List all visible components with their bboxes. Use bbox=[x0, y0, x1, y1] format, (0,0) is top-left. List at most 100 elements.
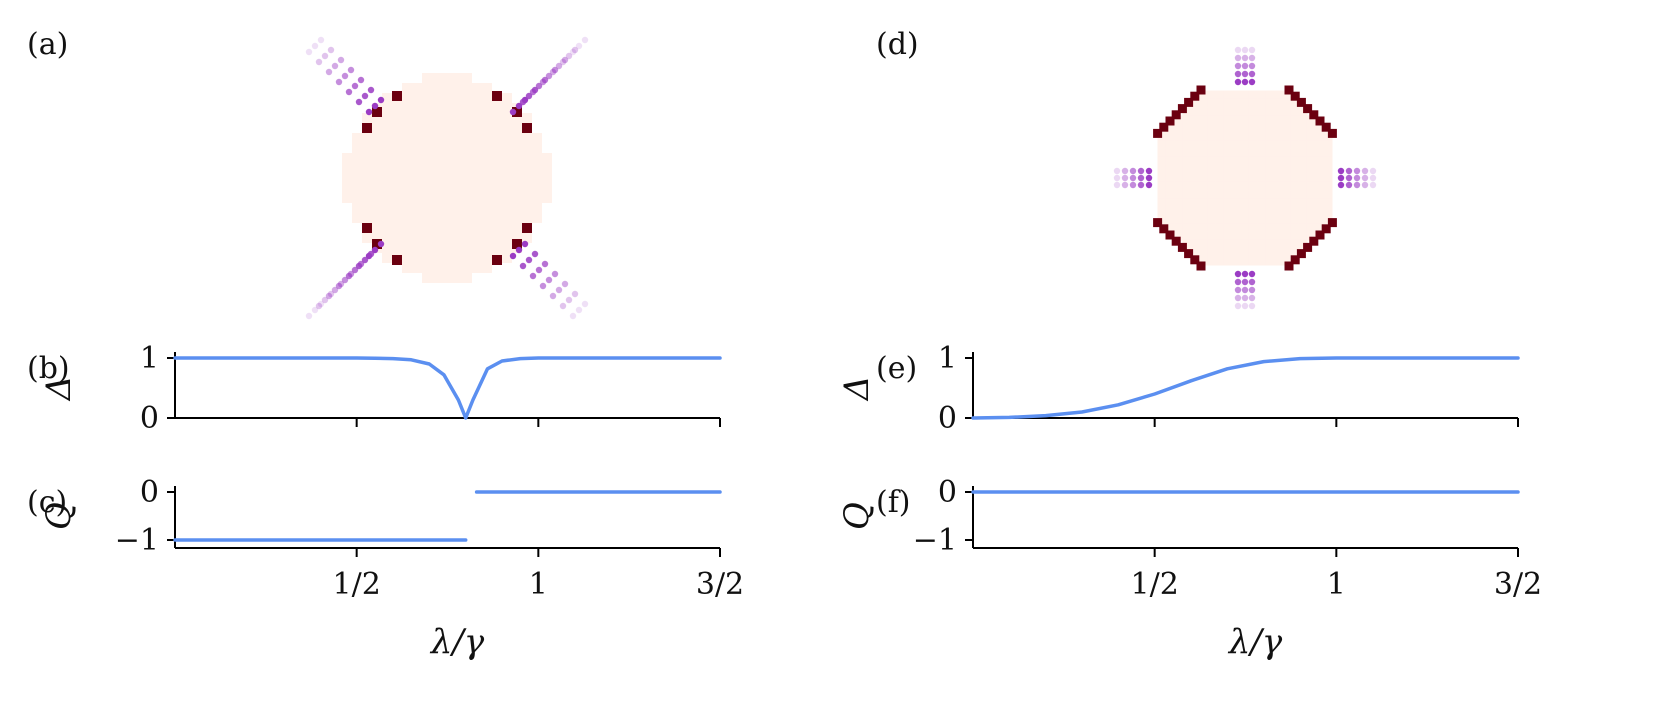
d-cell bbox=[1257, 206, 1267, 216]
d-edge-square bbox=[1327, 218, 1337, 228]
a-arm-dot bbox=[377, 96, 385, 104]
a-cell bbox=[452, 243, 462, 253]
panel-label-f: (f) bbox=[876, 485, 911, 520]
d-cell bbox=[1290, 231, 1300, 241]
d-cell bbox=[1240, 223, 1250, 233]
series-line-0 bbox=[971, 356, 1520, 420]
d-arm-dot bbox=[1369, 167, 1377, 175]
d-arm-dot bbox=[1337, 167, 1345, 175]
a-cell bbox=[522, 143, 532, 153]
d-cell bbox=[1257, 239, 1267, 249]
a-cell bbox=[502, 113, 512, 123]
d-cell bbox=[1207, 173, 1217, 183]
d-arm-dot bbox=[1337, 181, 1345, 189]
a-cell bbox=[512, 163, 522, 173]
d-cell bbox=[1248, 181, 1258, 191]
a-cell bbox=[342, 153, 352, 163]
d-cell bbox=[1323, 181, 1333, 191]
d-cell bbox=[1157, 190, 1167, 200]
x-tick-label: 1 bbox=[1327, 567, 1346, 602]
d-cell bbox=[1298, 190, 1308, 200]
d-cell bbox=[1240, 173, 1250, 183]
d-cell bbox=[1257, 181, 1267, 191]
d-cell bbox=[1165, 123, 1175, 133]
d-cell bbox=[1298, 206, 1308, 216]
d-arm-dot bbox=[1145, 181, 1153, 189]
a-cell bbox=[352, 153, 362, 163]
a-arm-dot bbox=[351, 266, 359, 274]
a-cell bbox=[472, 153, 482, 163]
d-cell bbox=[1223, 156, 1233, 166]
a-cell bbox=[502, 183, 512, 193]
d-edge-square bbox=[1303, 104, 1313, 114]
a-cell bbox=[442, 273, 452, 283]
d-edge-square bbox=[1171, 110, 1181, 120]
d-cell bbox=[1265, 148, 1275, 158]
a-cell bbox=[422, 173, 432, 183]
a-cell bbox=[402, 123, 412, 133]
d-cell bbox=[1215, 198, 1225, 208]
d-arm-dot bbox=[1234, 278, 1242, 286]
d-cell bbox=[1248, 215, 1258, 224]
lattice-heatmap-d bbox=[1113, 46, 1377, 310]
d-arm-dot bbox=[1241, 78, 1249, 86]
d-cell bbox=[1282, 248, 1291, 258]
d-cell bbox=[1273, 231, 1283, 241]
d-arm-dot bbox=[1361, 167, 1369, 175]
a-cell bbox=[422, 233, 432, 243]
a-cell bbox=[532, 193, 542, 203]
d-cell bbox=[1190, 156, 1200, 166]
a-cell bbox=[432, 243, 442, 253]
a-cell bbox=[502, 253, 512, 263]
d-cell bbox=[1306, 173, 1316, 183]
a-cell bbox=[462, 123, 472, 133]
a-cell bbox=[382, 143, 392, 153]
d-cell bbox=[1273, 206, 1283, 216]
a-cell bbox=[392, 193, 402, 203]
d-cell bbox=[1232, 181, 1242, 191]
a-arm-dot bbox=[347, 66, 355, 74]
d-cell bbox=[1306, 223, 1316, 233]
a-cell bbox=[432, 193, 442, 203]
a-cell bbox=[382, 253, 392, 263]
a-cell bbox=[382, 123, 392, 133]
d-cell bbox=[1306, 148, 1316, 158]
d-edge-square bbox=[1153, 128, 1163, 138]
a-arm-dot bbox=[335, 78, 343, 86]
delta-plot-e: 0 1 Δ bbox=[837, 341, 1520, 436]
a-cell bbox=[532, 143, 542, 153]
a-arm-dot bbox=[559, 302, 567, 310]
a-cell bbox=[402, 233, 412, 243]
a-cell bbox=[482, 183, 492, 193]
y-tick-label: 0 bbox=[938, 475, 957, 510]
d-cell bbox=[1265, 173, 1275, 183]
a-cell bbox=[402, 173, 412, 183]
a-cell bbox=[402, 153, 412, 163]
y-tick-label: −1 bbox=[115, 523, 159, 558]
a-cell bbox=[472, 193, 482, 203]
d-arm-dot bbox=[1361, 174, 1369, 182]
d-cell bbox=[1215, 206, 1225, 216]
d-cell bbox=[1273, 90, 1283, 100]
a-cell bbox=[462, 243, 472, 253]
a-edge-square bbox=[492, 255, 502, 265]
d-cell bbox=[1174, 115, 1184, 125]
a-cell bbox=[462, 103, 472, 113]
d-edge-square bbox=[1315, 116, 1325, 126]
a-cell bbox=[462, 253, 472, 263]
a-arm-dot bbox=[519, 262, 527, 270]
d-arm-dot bbox=[1241, 70, 1249, 78]
a-arm-dot bbox=[367, 86, 375, 94]
a-arm-dot bbox=[521, 240, 529, 248]
d-cell bbox=[1190, 231, 1200, 241]
a-cell bbox=[352, 173, 362, 183]
a-arm-dot bbox=[327, 46, 335, 54]
d-arm-dot bbox=[1234, 46, 1242, 54]
d-cell bbox=[1240, 107, 1250, 117]
a-cell bbox=[442, 203, 452, 213]
a-cell bbox=[382, 223, 392, 233]
d-cell bbox=[1306, 206, 1316, 216]
d-cell bbox=[1248, 198, 1258, 208]
d-cell bbox=[1232, 215, 1242, 224]
a-cell bbox=[462, 73, 472, 83]
